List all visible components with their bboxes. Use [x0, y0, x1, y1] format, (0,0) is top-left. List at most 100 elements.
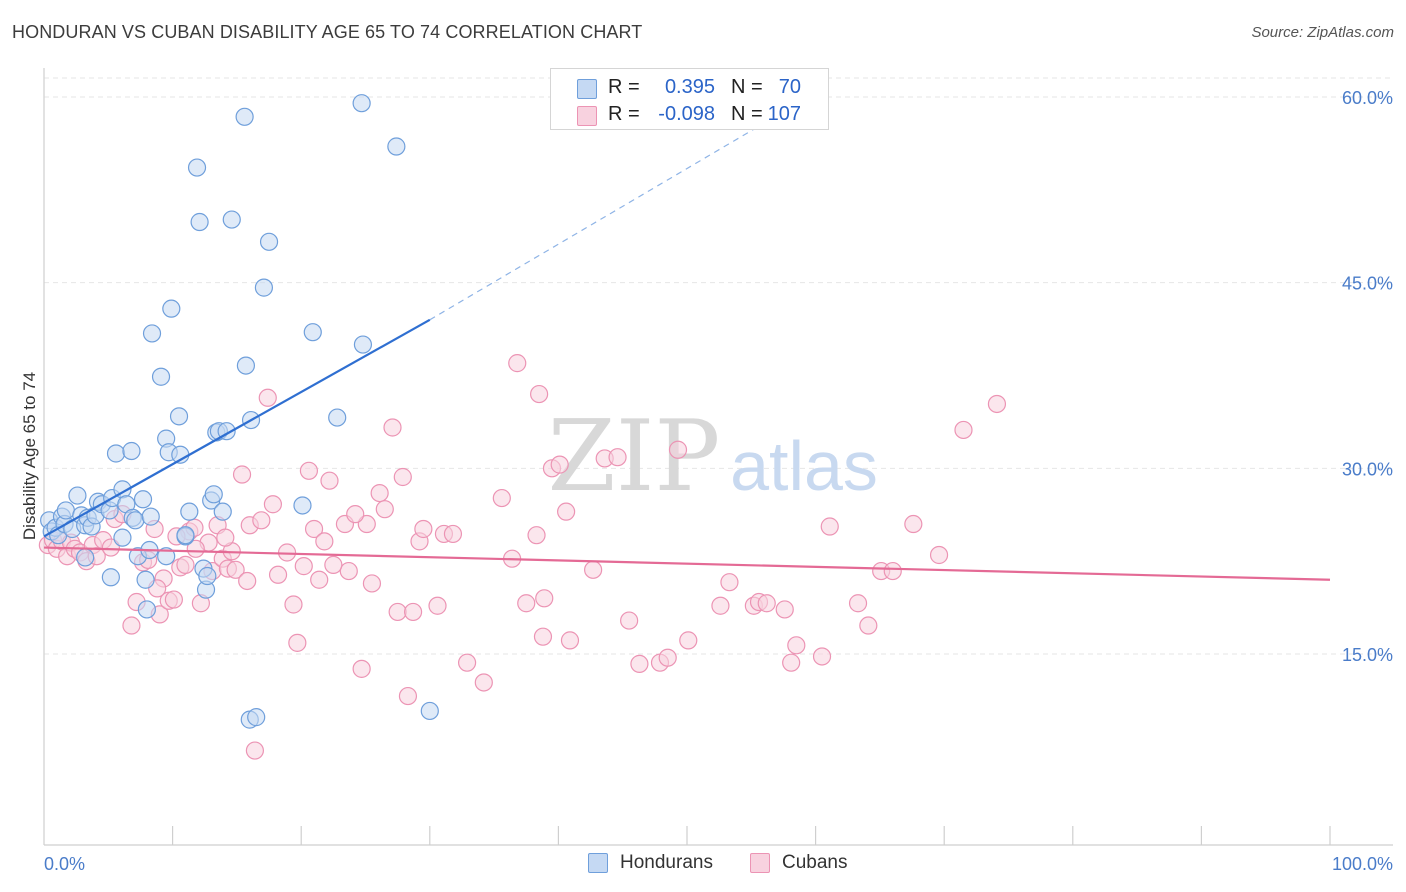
point-cubans [474, 673, 493, 692]
point-hondurans [187, 158, 207, 177]
point-hondurans [352, 94, 371, 113]
legend-r-value: 0.395 [664, 76, 715, 98]
legend-row-cubans: R = -0.098 N = 107 [551, 103, 828, 129]
point-cubans [346, 505, 365, 524]
point-cubans [584, 560, 603, 579]
point-cubans [375, 500, 394, 519]
point-hondurans [180, 502, 199, 521]
legend-n-label: N = [731, 103, 763, 125]
point-cubans [294, 557, 313, 576]
point-hondurans [106, 444, 126, 463]
point-cubans [403, 602, 423, 622]
point-cubans [560, 631, 580, 650]
point-cubans [508, 354, 527, 373]
point-cubans [859, 616, 878, 635]
point-cubans [929, 545, 949, 565]
legend-label-hondurans: Hondurans [620, 852, 713, 873]
point-hondurans [328, 408, 347, 427]
point-cubans [284, 595, 303, 614]
point-cubans [398, 686, 418, 706]
point-hondurans [198, 566, 217, 586]
point-cubans [164, 590, 183, 609]
point-cubans [720, 573, 739, 592]
point-hondurans [113, 528, 132, 547]
point-cubans [414, 519, 433, 539]
point-hondurans [126, 511, 145, 530]
point-hondurans [101, 568, 120, 587]
point-cubans [101, 538, 120, 557]
point-cubans [492, 488, 511, 508]
watermark-zip: ZIP [548, 400, 721, 514]
point-cubans [535, 589, 554, 608]
y-tick-label: 45.0% [1342, 274, 1393, 294]
point-cubans [557, 502, 576, 521]
point-hondurans [68, 486, 87, 505]
point-cubans [238, 571, 257, 591]
point-cubans [320, 471, 339, 490]
point-cubans [904, 514, 923, 534]
point-hondurans [235, 107, 254, 126]
correlation-legend: R = 0.395 N = 70 R = -0.098 N = 107 [550, 68, 829, 130]
point-hondurans [141, 507, 160, 526]
point-cubans [658, 648, 677, 667]
x-tick-label: 100.0% [1332, 854, 1393, 874]
legend-swatch-cubans [750, 853, 770, 873]
point-cubans [550, 455, 569, 474]
point-cubans [775, 600, 794, 619]
legend-n-value: 107 [767, 103, 801, 125]
point-cubans [443, 524, 463, 544]
point-cubans [388, 602, 407, 622]
point-cubans [304, 519, 324, 539]
trend-line-cubans [43, 546, 1331, 581]
point-cubans [711, 596, 730, 615]
point-hondurans [133, 490, 153, 509]
point-cubans [186, 539, 205, 558]
point-cubans [668, 440, 688, 459]
point-cubans [176, 555, 195, 574]
axes [43, 68, 1393, 846]
legend-r-label: R = [608, 76, 640, 98]
point-hondurans [387, 137, 406, 156]
point-hondurans [213, 502, 232, 521]
source-credit: Source: ZipAtlas.com [1251, 24, 1394, 41]
point-cubans [268, 565, 288, 584]
point-hondurans [353, 335, 373, 354]
point-cubans [457, 653, 477, 672]
point-cubans [362, 574, 382, 593]
point-hondurans [151, 367, 171, 386]
point-cubans [848, 594, 868, 613]
point-hondurans [236, 356, 256, 375]
point-cubans [310, 570, 329, 589]
point-hondurans [122, 441, 141, 461]
point-cubans [352, 659, 371, 678]
point-cubans [339, 561, 358, 581]
point-cubans [812, 647, 832, 666]
point-hondurans [303, 323, 322, 342]
y-tick-label: 60.0% [1342, 88, 1393, 108]
point-cubans [679, 631, 698, 650]
point-cubans [820, 517, 839, 536]
point-cubans [517, 594, 536, 613]
point-cubans [533, 627, 553, 646]
point-cubans [258, 388, 277, 407]
point-hondurans [190, 212, 209, 232]
point-cubans [315, 532, 334, 551]
point-cubans [883, 561, 902, 581]
legend-swatch-cubans [577, 106, 597, 126]
point-cubans [232, 465, 252, 484]
point-cubans [252, 511, 271, 530]
point-hondurans [247, 708, 266, 727]
trend-lines [43, 115, 1331, 581]
point-cubans [608, 448, 627, 467]
watermark: ZIP atlas [548, 400, 878, 514]
point-hondurans [169, 407, 189, 426]
point-cubans [787, 636, 806, 655]
trend-line-hondurans [43, 318, 431, 538]
point-cubans [324, 555, 343, 574]
point-hondurans [56, 501, 75, 520]
legend-n-value: 70 [778, 76, 801, 98]
point-cubans [226, 560, 245, 579]
chart-title: HONDURAN VS CUBAN DISABILITY AGE 65 TO 7… [12, 22, 643, 42]
point-hondurans [222, 210, 241, 229]
